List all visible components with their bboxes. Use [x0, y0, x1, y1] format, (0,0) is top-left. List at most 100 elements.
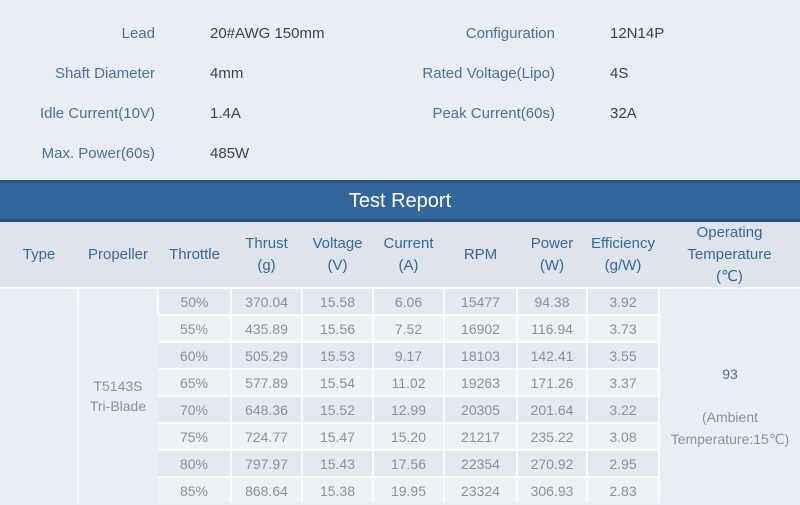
- cell-throttle: 85%: [158, 476, 231, 504]
- table-row: 55% 435.89 15.56 7.52 16902 116.94 3.73: [0, 314, 800, 343]
- cell-rpm: 19263: [443, 368, 517, 397]
- cell-thrust: 505.29: [230, 341, 302, 370]
- cell-efficiency: 3.08: [586, 422, 659, 451]
- cell-power: 94.38: [516, 287, 587, 316]
- cell-thrust: 724.77: [230, 422, 302, 451]
- cell-voltage: 15.47: [301, 422, 373, 451]
- cell-throttle: 80%: [158, 449, 231, 478]
- cell-voltage: 15.58: [301, 287, 373, 316]
- cell-thrust: 648.36: [230, 395, 302, 424]
- cell-thrust: 797.97: [230, 449, 302, 478]
- table-row: 75% 724.77 15.47 15.20 21217 235.22 3.08: [0, 422, 800, 451]
- cell-throttle: 70%: [158, 395, 231, 424]
- spec-row-shaft-diameter: Shaft Diameter 4mm: [0, 53, 400, 93]
- cell-voltage: 15.54: [301, 368, 373, 397]
- cell-current: 7.52: [372, 314, 444, 343]
- cell-voltage: 15.38: [301, 476, 373, 504]
- cell-thrust: 577.89: [230, 368, 302, 397]
- column-header-voltage: Voltage (V): [302, 222, 373, 289]
- cell-current: 6.06: [372, 287, 444, 316]
- cell-rpm: 23324: [443, 476, 517, 504]
- spec-row-configuration: Configuration 12N14P: [400, 13, 800, 53]
- spec-row-idle-current: Idle Current(10V) 1.4A: [0, 93, 400, 133]
- cell-throttle: 75%: [158, 422, 231, 451]
- spec-section: Lead 20#AWG 150mm Shaft Diameter 4mm Idl…: [0, 0, 800, 180]
- spec-column-left: Lead 20#AWG 150mm Shaft Diameter 4mm Idl…: [0, 13, 400, 173]
- spec-row-rated-voltage: Rated Voltage(Lipo) 4S: [400, 53, 800, 93]
- cell-power: 116.94: [516, 314, 587, 343]
- cell-power: 171.26: [516, 368, 587, 397]
- cell-efficiency: 3.55: [586, 341, 659, 370]
- cell-current: 9.17: [372, 341, 444, 370]
- cell-voltage: 15.52: [301, 395, 373, 424]
- cell-thrust: 868.64: [230, 476, 302, 504]
- cell-rpm: 22354: [443, 449, 517, 478]
- cell-efficiency: 3.73: [586, 314, 659, 343]
- spec-value-shaft-diameter: 4mm: [210, 64, 244, 82]
- cell-throttle: 55%: [158, 314, 231, 343]
- table-row: T5143S Tri-Blade 50% 370.04 15.58 6.06 1…: [0, 287, 800, 504]
- spec-label-peak-current: Peak Current(60s): [432, 104, 555, 122]
- table-body: T5143S Tri-Blade 50% 370.04 15.58 6.06 1…: [0, 287, 800, 504]
- column-header-thrust: Thrust (g): [231, 222, 302, 289]
- table-row: 65% 577.89 15.54 11.02 19263 171.26 3.37: [0, 368, 800, 397]
- spec-value-peak-current: 32A: [610, 104, 637, 122]
- cell-rpm: 18103: [443, 341, 517, 370]
- spec-label-max-power: Max. Power(60s): [41, 144, 155, 162]
- spec-label-configuration: Configuration: [465, 24, 555, 42]
- spec-row-max-power: Max. Power(60s) 485W: [0, 133, 400, 173]
- column-header-efficiency: Efficiency (g/W): [587, 222, 659, 289]
- operating-temperature-value: 93: [722, 365, 738, 382]
- spec-row-peak-current: Peak Current(60s) 32A: [400, 93, 800, 133]
- spec-value-idle-current: 1.4A: [210, 104, 241, 122]
- cell-power: 235.22: [516, 422, 587, 451]
- cell-rpm: 21217: [443, 422, 517, 451]
- table-header-row: Type Propeller Throttle Thrust (g) Volta…: [0, 222, 800, 289]
- column-header-operating-temperature: Operating Temperature (℃): [659, 222, 800, 289]
- test-report-table: Type Propeller Throttle Thrust (g) Volta…: [0, 222, 800, 504]
- cell-voltage: 15.56: [301, 314, 373, 343]
- cell-current: 15.20: [372, 422, 444, 451]
- operating-temperature-note: (Ambient Temperature:15℃): [670, 409, 790, 447]
- spec-label-idle-current: Idle Current(10V): [39, 104, 155, 122]
- column-header-type: Type: [0, 222, 78, 289]
- table-row: 80% 797.97 15.43 17.56 22354 270.92 2.95: [0, 449, 800, 478]
- table-row: 70% 648.36 15.52 12.99 20305 201.64 3.22: [0, 395, 800, 424]
- spec-value-max-power: 485W: [210, 144, 250, 162]
- cell-thrust: 370.04: [230, 287, 302, 316]
- cell-voltage: 15.43: [301, 449, 373, 478]
- cell-power: 306.93: [516, 476, 587, 504]
- cell-operating-temperature: 93 (Ambient Temperature:15℃): [658, 287, 800, 504]
- spec-row-lead: Lead 20#AWG 150mm: [0, 13, 400, 53]
- cell-thrust: 435.89: [230, 314, 302, 343]
- test-report-title-bar: Test Report: [0, 180, 800, 222]
- cell-power: 142.41: [516, 341, 587, 370]
- cell-voltage: 15.53: [301, 341, 373, 370]
- cell-throttle: 50%: [157, 287, 231, 316]
- spec-column-right: Configuration 12N14P Rated Voltage(Lipo)…: [400, 13, 800, 133]
- cell-rpm: 15477: [443, 287, 517, 316]
- cell-current: 17.56: [372, 449, 444, 478]
- cell-efficiency: 3.37: [586, 368, 659, 397]
- cell-efficiency: 2.83: [586, 476, 659, 504]
- cell-efficiency: 3.22: [586, 395, 659, 424]
- cell-rpm: 16902: [443, 314, 517, 343]
- table-header: Type Propeller Throttle Thrust (g) Volta…: [0, 222, 800, 289]
- column-header-throttle: Throttle: [158, 222, 231, 289]
- cell-efficiency: 2.95: [586, 449, 659, 478]
- column-header-rpm: RPM: [444, 222, 517, 289]
- cell-current: 12.99: [372, 395, 444, 424]
- spec-label-rated-voltage: Rated Voltage(Lipo): [422, 64, 555, 82]
- cell-throttle: 60%: [158, 341, 231, 370]
- cell-current: 11.02: [372, 368, 444, 397]
- spec-label-lead: Lead: [121, 24, 155, 42]
- column-header-power: Power (W): [517, 222, 587, 289]
- table-row: 85% 868.64 15.38 19.95 23324 306.93 2.83: [0, 476, 800, 504]
- cell-throttle: 65%: [158, 368, 231, 397]
- cell-rpm: 20305: [443, 395, 517, 424]
- cell-efficiency: 3.92: [586, 287, 659, 316]
- column-header-current: Current (A): [373, 222, 444, 289]
- spec-value-lead: 20#AWG 150mm: [210, 24, 325, 42]
- column-header-propeller: Propeller: [78, 222, 158, 289]
